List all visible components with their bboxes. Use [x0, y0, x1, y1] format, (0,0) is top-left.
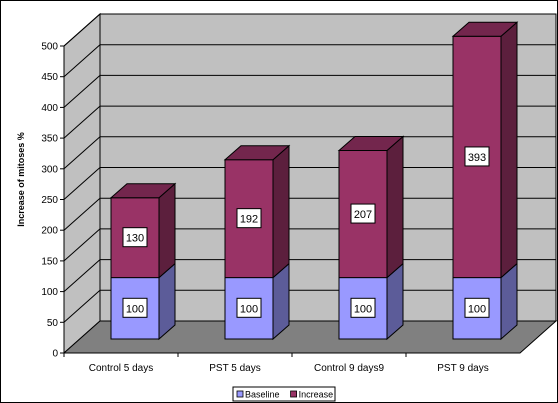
data-label: 130: [126, 233, 144, 245]
gridline: [63, 136, 556, 170]
gridline: [63, 197, 556, 231]
data-label-box: [236, 208, 262, 229]
bar-increase-side: [158, 182, 176, 279]
y-tick-label: 400: [41, 103, 58, 114]
data-label: 100: [354, 303, 372, 315]
data-label-box: [464, 146, 490, 167]
bar-increase-side: [272, 144, 290, 279]
data-label-box: [122, 227, 148, 248]
gridline: [63, 13, 556, 47]
data-label: 100: [240, 303, 258, 315]
bar-increase-side: [500, 21, 518, 279]
gridline: [63, 105, 556, 139]
data-label: 100: [468, 303, 486, 315]
bar-increase-top: [451, 21, 519, 37]
y-tick-label: 450: [41, 72, 58, 83]
x-category-label: Control 9 days9: [314, 363, 384, 374]
y-tick-label: 500: [41, 42, 58, 53]
data-label-box: [350, 297, 376, 318]
data-label: 207: [354, 209, 372, 221]
y-tick-label: 350: [41, 134, 58, 145]
data-label-box: [122, 297, 148, 318]
y-tick-label: 200: [41, 226, 58, 237]
y-tick-label: 150: [41, 256, 58, 267]
x-category-label: PST 5 days: [209, 363, 261, 374]
y-tick-label: 50: [47, 318, 59, 329]
gridline: [63, 44, 556, 78]
legend-swatch: [236, 390, 244, 398]
x-category-label: Control 5 days: [89, 363, 153, 374]
gridline: [63, 289, 556, 323]
y-tick-label: 0: [52, 349, 58, 360]
y-axis-title: Increase of mitoses %: [16, 132, 26, 227]
data-label-box: [350, 203, 376, 224]
legend: Baseline Increase: [232, 386, 336, 402]
bar-increase-side: [386, 135, 404, 279]
y-tick-label: 300: [41, 164, 58, 175]
legend-label: Baseline: [245, 390, 280, 400]
y-tick-label: 250: [41, 195, 58, 206]
gridline: [63, 167, 556, 200]
gridline: [63, 228, 556, 262]
data-label: 192: [240, 214, 258, 226]
legend-box: [232, 386, 336, 402]
legend-swatch: [290, 390, 298, 398]
gridline: [63, 259, 556, 292]
x-category-label: PST 9 days: [437, 363, 489, 374]
legend-label: Increase: [299, 390, 334, 400]
data-label: 393: [468, 152, 486, 164]
bar-increase-top: [223, 145, 291, 161]
bar-increase-top: [337, 136, 405, 152]
data-label: 100: [126, 303, 144, 315]
data-label-box: [464, 297, 490, 318]
data-label-box: [236, 297, 262, 318]
gridline: [63, 74, 556, 108]
bar-increase-top: [109, 183, 177, 199]
y-tick-label: 100: [41, 287, 58, 298]
